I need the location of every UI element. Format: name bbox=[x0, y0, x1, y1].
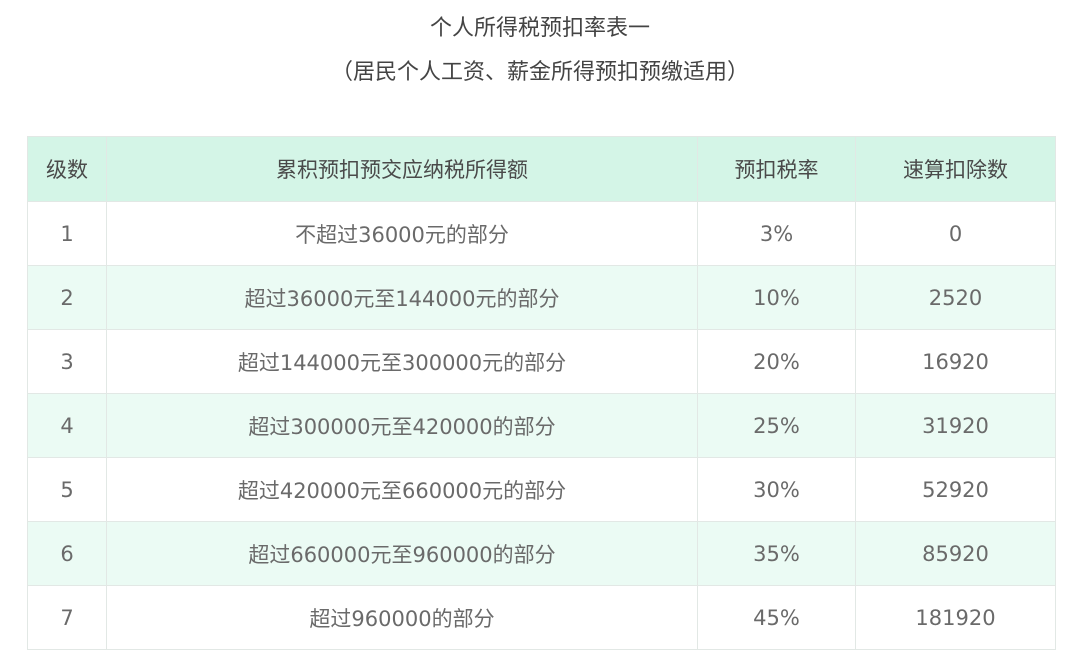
cell-level: 7 bbox=[27, 585, 107, 650]
cell-deduction: 2520 bbox=[855, 265, 1056, 330]
cell-deduction: 16920 bbox=[855, 329, 1056, 394]
cell-rate: 35% bbox=[697, 521, 856, 586]
table-row: 7 超过960000的部分 45% 181920 bbox=[27, 585, 1056, 650]
table-row: 3 超过144000元至300000元的部分 20% 16920 bbox=[27, 329, 1056, 394]
cell-rate: 20% bbox=[697, 329, 856, 394]
cell-level: 4 bbox=[27, 393, 107, 458]
cell-level: 2 bbox=[27, 265, 107, 330]
header-rate: 预扣税率 bbox=[697, 136, 856, 202]
table-row: 4 超过300000元至420000的部分 25% 31920 bbox=[27, 393, 1056, 458]
cell-rate: 25% bbox=[697, 393, 856, 458]
table-row: 5 超过420000元至660000元的部分 30% 52920 bbox=[27, 457, 1056, 522]
cell-rate: 45% bbox=[697, 585, 856, 650]
table-row: 6 超过660000元至960000的部分 35% 85920 bbox=[27, 521, 1056, 586]
cell-deduction: 181920 bbox=[855, 585, 1056, 650]
cell-level: 5 bbox=[27, 457, 107, 522]
cell-deduction: 31920 bbox=[855, 393, 1056, 458]
cell-rate: 10% bbox=[697, 265, 856, 330]
cell-deduction: 52920 bbox=[855, 457, 1056, 522]
cell-level: 3 bbox=[27, 329, 107, 394]
cell-income-range: 超过144000元至300000元的部分 bbox=[106, 329, 698, 394]
header-taxable-income: 累积预扣预交应纳税所得额 bbox=[106, 136, 698, 202]
cell-income-range: 不超过36000元的部分 bbox=[106, 201, 698, 266]
cell-income-range: 超过660000元至960000的部分 bbox=[106, 521, 698, 586]
table-row: 2 超过36000元至144000元的部分 10% 2520 bbox=[27, 265, 1056, 330]
cell-level: 6 bbox=[27, 521, 107, 586]
cell-level: 1 bbox=[27, 201, 107, 266]
page-title: 个人所得税预扣率表一 bbox=[429, 16, 650, 41]
cell-income-range: 超过960000的部分 bbox=[106, 585, 698, 650]
page-subtitle: （居民个人工资、薪金所得预扣预缴适用） bbox=[330, 60, 749, 85]
cell-rate: 3% bbox=[697, 201, 856, 266]
table-header-row: 级数 累积预扣预交应纳税所得额 预扣税率 速算扣除数 bbox=[27, 136, 1056, 202]
cell-deduction: 85920 bbox=[855, 521, 1056, 586]
cell-income-range: 超过36000元至144000元的部分 bbox=[106, 265, 698, 330]
cell-income-range: 超过300000元至420000的部分 bbox=[106, 393, 698, 458]
cell-rate: 30% bbox=[697, 457, 856, 522]
cell-income-range: 超过420000元至660000元的部分 bbox=[106, 457, 698, 522]
table-row: 1 不超过36000元的部分 3% 0 bbox=[27, 201, 1056, 266]
header-quick-deduction: 速算扣除数 bbox=[855, 136, 1056, 202]
cell-deduction: 0 bbox=[855, 201, 1056, 266]
header-level: 级数 bbox=[27, 136, 107, 202]
tax-rate-table: 级数 累积预扣预交应纳税所得额 预扣税率 速算扣除数 1 不超过36000元的部… bbox=[27, 136, 1056, 650]
